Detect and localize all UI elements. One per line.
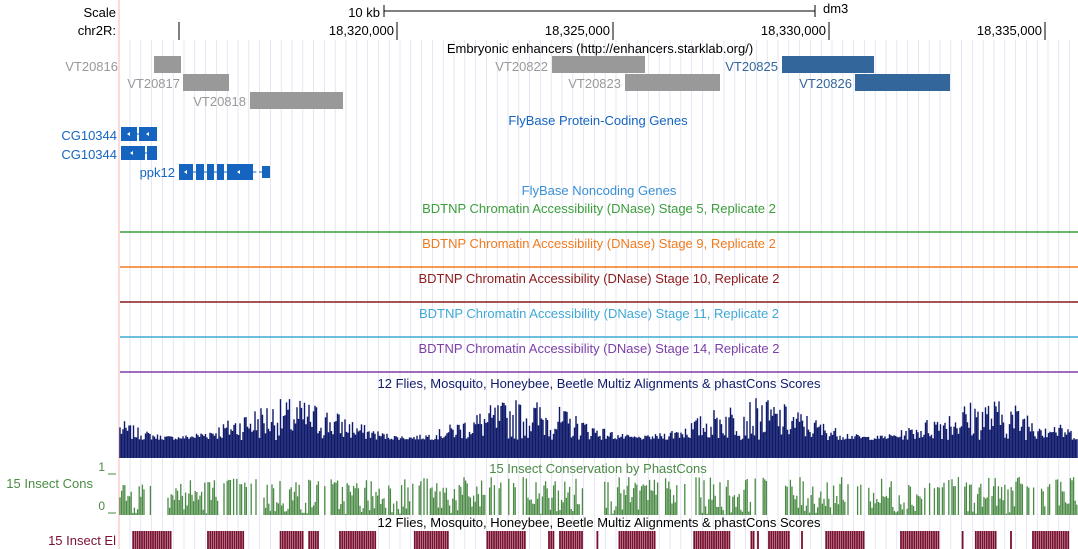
dnase-track-title[interactable]: BDTNP Chromatin Accessibility (DNase) St… [422,201,776,216]
enhancer-feature[interactable] [154,56,181,73]
position-label-2: 18,325,000 [545,23,610,38]
grid-lines [129,40,1070,549]
scale-bar-label: 10 kb [348,5,380,20]
scale-label: Scale [83,5,116,20]
enhancers-track-title[interactable]: Embryonic enhancers (http://enhancers.st… [447,41,753,56]
multiz-signal [119,398,1078,458]
enhancer-feature[interactable] [625,74,720,91]
chrom-label: chr2R: [78,23,116,38]
enhancer-label[interactable]: VT20826 [799,76,852,91]
dnase-track-title[interactable]: BDTNP Chromatin Accessibility (DNase) St… [419,306,779,321]
multiz-track-title[interactable]: 12 Flies, Mosquito, Honeybee, Beetle Mul… [378,376,821,391]
gene-model[interactable] [121,146,157,160]
multiz-track[interactable]: 12 Flies, Mosquito, Honeybee, Beetle Mul… [119,376,1078,458]
gene-label[interactable]: CG10344 [61,147,117,162]
enhancer-feature[interactable] [250,92,343,109]
enhancer-feature[interactable] [855,74,950,91]
position-label-1: 18,320,000 [329,23,394,38]
conservation-track-title[interactable]: 15 Insect Conservation by PhastCons [489,461,707,476]
dnase-track-stage-5[interactable]: BDTNP Chromatin Accessibility (DNase) St… [120,201,1078,233]
conservation-ymin: 0 [98,499,105,513]
dnase-track-stage-14[interactable]: BDTNP Chromatin Accessibility (DNase) St… [120,341,1078,373]
assembly-label: dm3 [823,1,848,16]
enhancers-track[interactable]: Embryonic enhancers (http://enhancers.st… [65,41,950,109]
enhancer-label[interactable]: VT20817 [127,76,180,91]
dnase-track-stage-10[interactable]: BDTNP Chromatin Accessibility (DNase) St… [120,271,1078,303]
noncoding-track-title[interactable]: FlyBase Noncoding Genes [522,183,677,198]
enhancer-label[interactable]: VT20816 [65,59,118,74]
elements-track[interactable]: 12 Flies, Mosquito, Honeybee, Beetle Mul… [48,515,1070,549]
enhancer-label[interactable]: VT20818 [193,94,246,109]
elements-track-title[interactable]: 12 Flies, Mosquito, Honeybee, Beetle Mul… [378,515,821,530]
enhancer-label[interactable]: VT20823 [568,76,621,91]
gene-model[interactable] [121,127,157,141]
conservation-ymax: 1 [98,460,105,474]
ruler-header: Scale 10 kb dm3 chr2R: 18,320,000 18,325… [78,1,1046,40]
enhancer-label[interactable]: VT20822 [495,59,548,74]
dnase-track-title[interactable]: BDTNP Chromatin Accessibility (DNase) St… [422,236,776,251]
dnase-track-stage-11[interactable]: BDTNP Chromatin Accessibility (DNase) St… [120,306,1078,338]
enhancer-feature[interactable] [183,74,229,91]
elements-side-label[interactable]: 15 Insect El [48,533,116,548]
enhancer-feature[interactable] [552,56,645,73]
dnase-track-title[interactable]: BDTNP Chromatin Accessibility (DNase) St… [418,341,779,356]
conservation-side-label[interactable]: 15 Insect Cons [6,476,93,491]
gene-model[interactable] [179,164,270,180]
genes-track[interactable]: FlyBase Protein-Coding Genes CG10344 CG1… [61,113,688,180]
genes-track-title[interactable]: FlyBase Protein-Coding Genes [508,113,688,128]
dnase-track-stage-9[interactable]: BDTNP Chromatin Accessibility (DNase) St… [120,236,1078,268]
enhancer-label[interactable]: VT20825 [725,59,778,74]
conservation-track[interactable]: 15 Insect Conservation by PhastCons 15 I… [6,460,1078,515]
position-label-3: 18,330,000 [761,23,826,38]
enhancer-feature[interactable] [782,56,874,73]
elements-signal [132,531,1070,549]
dnase-track-title[interactable]: BDTNP Chromatin Accessibility (DNase) St… [418,271,779,286]
position-label-4: 18,335,000 [977,23,1042,38]
gene-label[interactable]: CG10344 [61,128,117,143]
conservation-signal [119,477,1078,515]
gene-label[interactable]: ppk12 [140,165,175,180]
